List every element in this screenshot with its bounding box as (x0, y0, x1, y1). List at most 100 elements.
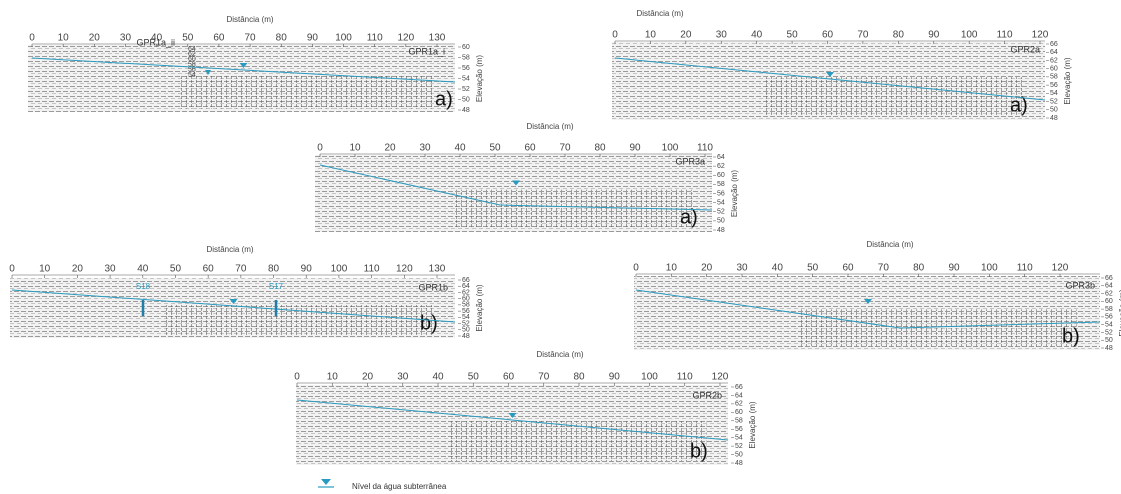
x-tick-label: 110 (697, 143, 713, 154)
x-tick-label: 120 (398, 33, 415, 44)
x-tick-label: 120 (396, 264, 413, 275)
x-tick-label: 100 (331, 264, 348, 275)
x-tick-label: 0 (294, 372, 300, 383)
x-tick-label: 90 (629, 143, 641, 154)
y-tick-label: 48 (735, 460, 743, 467)
x-tick-label: 120 (712, 372, 729, 383)
y-axis-title: Elevação (m) (730, 170, 739, 217)
x-tick-label: 0 (9, 264, 15, 275)
y-tick-label: 50 (1050, 107, 1058, 114)
panel-letter: b) (1062, 325, 1080, 347)
x-tick-label: 20 (384, 143, 396, 154)
x-tick-label: 0 (29, 33, 35, 44)
y-tick-label: 54 (717, 199, 725, 206)
gpr-panel: Distância (m)010203040506070809010011012… (28, 15, 484, 114)
x-tick-label: 40 (432, 372, 444, 383)
y-tick-label: 62 (1050, 57, 1058, 64)
y-axis-title: Elevação (m) (475, 284, 484, 331)
y-tick-label: 56 (462, 65, 470, 72)
radargram-texture (447, 421, 706, 461)
x-tick-label: 50 (787, 30, 799, 41)
figure: Nível da água subterrânea Distância (m) 0… (0, 0, 1121, 494)
x-tick-label: 110 (1017, 263, 1033, 274)
x-tick-label: 40 (454, 143, 466, 154)
profile-name: GPR1a_i (408, 46, 445, 56)
x-tick-label: 110 (367, 33, 383, 44)
x-tick-label: 90 (928, 30, 940, 41)
x-tick-label: 40 (772, 263, 784, 274)
y-tick-label: 56 (1050, 82, 1058, 89)
x-tick-label: 60 (842, 263, 854, 274)
x-tick-label: 10 (666, 263, 678, 274)
x-tick-label: 30 (105, 264, 117, 275)
x-tick-label: 40 (751, 30, 763, 41)
x-tick-label: 70 (245, 33, 257, 44)
x-tick-label: 70 (538, 372, 550, 383)
x-tick-label: 110 (677, 372, 693, 383)
x-tick-label: 80 (594, 143, 606, 154)
borehole-label: S17 (269, 282, 284, 291)
x-tick-label: 60 (503, 372, 515, 383)
y-tick-label: 66 (1105, 275, 1113, 282)
x-tick-label: 10 (327, 372, 339, 383)
x-tick-label: 20 (680, 30, 692, 41)
y-tick-label: 48 (462, 333, 470, 340)
x-tick-label: 110 (364, 264, 380, 275)
x-tick-label: 10 (39, 264, 51, 275)
x-tick-label: 120 (1032, 30, 1049, 41)
y-tick-label: 62 (735, 401, 743, 408)
x-tick-label: 80 (276, 33, 288, 44)
x-tick-label: 90 (307, 33, 319, 44)
profile-name: GPR1a_ii (136, 37, 175, 47)
x-tick-label: 60 (213, 33, 225, 44)
x-tick-label: 70 (559, 143, 571, 154)
y-tick-label: 56 (717, 190, 725, 197)
y-tick-label: 64 (717, 154, 725, 161)
x-tick-label: 10 (58, 33, 70, 44)
x-tick-label: 100 (981, 263, 998, 274)
y-tick-label: 58 (462, 54, 470, 61)
x-tick-label: 90 (301, 264, 313, 275)
x-tick-label: 70 (235, 264, 247, 275)
x-tick-label: 120 (1052, 263, 1069, 274)
y-tick-label: 54 (735, 435, 743, 442)
y-tick-label: 64 (1050, 49, 1058, 56)
x-tick-label: 40 (137, 264, 149, 275)
axis-title: Distância (m) (226, 15, 273, 24)
x-tick-label: 100 (335, 33, 352, 44)
x-tick-label: 80 (268, 264, 280, 275)
legend: Nível da água subterrânea (318, 479, 447, 491)
y-tick-label: 52 (1050, 98, 1058, 105)
y-tick-label: 58 (735, 418, 743, 425)
x-tick-label: 70 (857, 30, 869, 41)
y-tick-label: 62 (717, 163, 725, 170)
x-tick-label: 20 (89, 33, 101, 44)
x-tick-label: 50 (468, 372, 480, 383)
x-tick-label: 80 (573, 372, 585, 383)
x-tick-label: 100 (641, 372, 658, 383)
y-tick-label: 50 (717, 218, 725, 225)
y-tick-label: 54 (462, 75, 470, 82)
x-tick-label: 30 (716, 30, 728, 41)
x-tick-label: 60 (203, 264, 215, 275)
x-tick-label: 110 (997, 30, 1013, 41)
x-tick-label: 90 (948, 263, 960, 274)
y-tick-label: 54 (1050, 90, 1058, 97)
radargram-texture (764, 77, 1024, 116)
y-tick-label: 64 (1105, 283, 1113, 290)
y-tick-label: 60 (717, 172, 725, 179)
x-tick-label: 30 (120, 33, 132, 44)
y-tick-label: 60 (1105, 298, 1113, 305)
x-tick-label: 50 (170, 264, 182, 275)
radargram-texture (177, 75, 433, 109)
y-tick-label: 50 (1105, 337, 1113, 344)
x-tick-label: 10 (349, 143, 361, 154)
x-tick-label: 60 (822, 30, 834, 41)
radargram-texture (166, 305, 433, 335)
x-tick-label: 30 (397, 372, 409, 383)
y-tick-label: 52 (462, 86, 470, 93)
profile-name: GPR3b (1065, 280, 1095, 290)
x-tick-label: 50 (182, 33, 194, 44)
